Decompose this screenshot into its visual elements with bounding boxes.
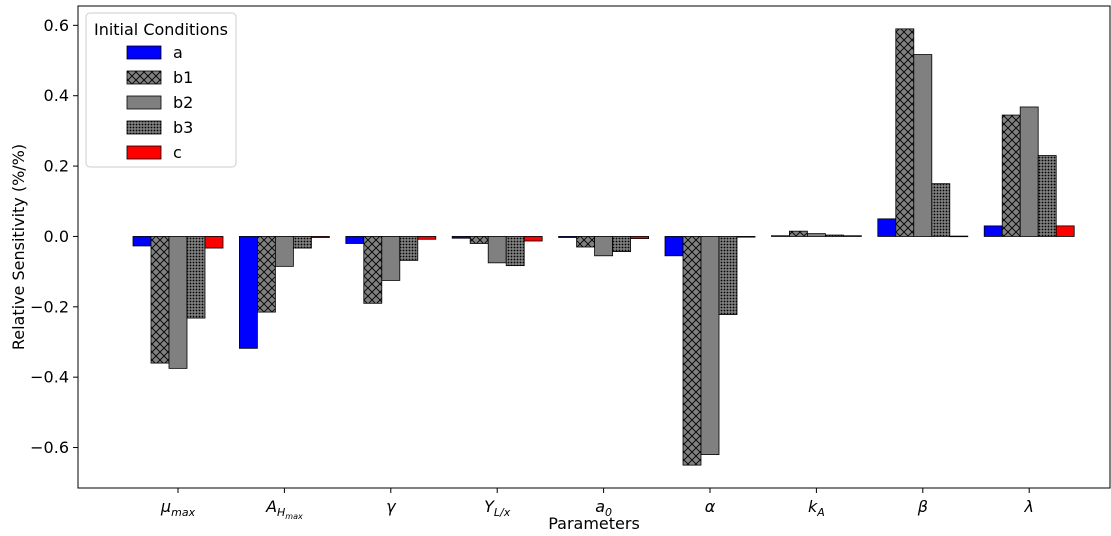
bar-a-7	[877, 218, 897, 237]
plot-area	[132, 28, 1075, 466]
legend-label-a: a	[173, 43, 183, 62]
bar-b1-7	[895, 28, 915, 237]
legend-title: Initial Conditions	[94, 20, 228, 39]
bar-b1-3	[469, 236, 489, 244]
bar-a-6	[771, 235, 790, 237]
bar-b1-8	[1001, 114, 1021, 237]
x-tick-label: kA	[808, 497, 825, 519]
bar-b1-0	[150, 236, 170, 364]
legend-swatch-c	[126, 145, 162, 160]
legend-label-b3: b3	[173, 118, 193, 137]
x-tick-label: μmax	[160, 497, 196, 519]
bar-b3-7	[931, 183, 951, 237]
bar-c-7	[949, 235, 969, 238]
legend-swatch-a	[126, 45, 162, 60]
legend-swatch-b1	[126, 70, 162, 85]
bar-a-8	[983, 225, 1003, 237]
x-tick-label: YL/x	[484, 497, 511, 519]
y-tick-label: −0.6	[30, 438, 69, 457]
legend-label-c: c	[173, 143, 182, 162]
x-axis-label: Parameters	[548, 514, 640, 533]
legend-swatch-b2	[126, 95, 162, 110]
legend-swatch-b3	[126, 120, 162, 135]
bar-b3-3	[505, 236, 525, 267]
legend-box	[85, 12, 237, 168]
bar-b1-5	[682, 236, 702, 466]
x-tick-label: γ	[386, 497, 397, 516]
bar-b3-8	[1037, 155, 1057, 237]
bar-a-0	[132, 236, 152, 247]
bar-b1-6	[789, 230, 808, 237]
legend: Initial Conditions a b1 b2 b3 c	[85, 12, 237, 168]
bar-b1-2	[363, 236, 383, 304]
y-tick-label: 0.2	[44, 157, 69, 176]
x-tick-label: λ	[1023, 497, 1033, 516]
bar-a-4	[558, 236, 577, 238]
bar-b3-5	[718, 236, 738, 315]
bar-b1-1	[256, 236, 276, 313]
bar-b3-1	[292, 236, 312, 249]
legend-label-b2: b2	[173, 93, 193, 112]
y-tick-label: 0.0	[44, 227, 69, 246]
bar-b2-2	[381, 236, 401, 281]
y-tick-label: 0.4	[44, 86, 69, 105]
y-tick-label: −0.2	[30, 297, 69, 316]
bar-b2-7	[913, 54, 933, 237]
bar-c-8	[1055, 225, 1075, 237]
x-tick-label: α	[705, 497, 716, 516]
bar-a-1	[238, 236, 258, 349]
bar-b3-4	[612, 236, 631, 252]
bar-c-1	[310, 236, 330, 238]
y-tick-label: 0.6	[44, 16, 69, 35]
y-axis-label: Relative Sensitivity (%/%)	[9, 144, 28, 350]
legend-label-b1: b1	[173, 68, 193, 87]
bar-c-6	[843, 235, 862, 237]
bar-b2-6	[807, 233, 826, 237]
bar-b2-5	[700, 236, 720, 455]
x-tick-label: β	[917, 497, 928, 516]
bar-b3-6	[825, 234, 844, 237]
bar-c-4	[630, 236, 649, 239]
axes-frame	[77, 5, 1111, 489]
bar-b1-4	[576, 236, 595, 248]
bar-b2-0	[168, 236, 188, 369]
bar-b2-4	[594, 236, 613, 257]
bar-c-2	[417, 236, 437, 240]
bar-b2-1	[274, 236, 294, 267]
y-tick-label: −0.4	[30, 368, 69, 387]
bar-a-3	[451, 236, 471, 239]
bar-c-5	[736, 236, 756, 238]
bar-a-5	[664, 236, 684, 257]
bar-c-3	[523, 236, 543, 242]
x-tick-label: AHmax	[265, 497, 303, 521]
bar-b3-2	[399, 236, 419, 261]
bar-b3-0	[186, 236, 206, 319]
bar-a-2	[345, 236, 365, 244]
bar-b2-3	[487, 236, 507, 264]
bar-c-0	[204, 236, 224, 249]
bar-b2-8	[1019, 106, 1039, 237]
